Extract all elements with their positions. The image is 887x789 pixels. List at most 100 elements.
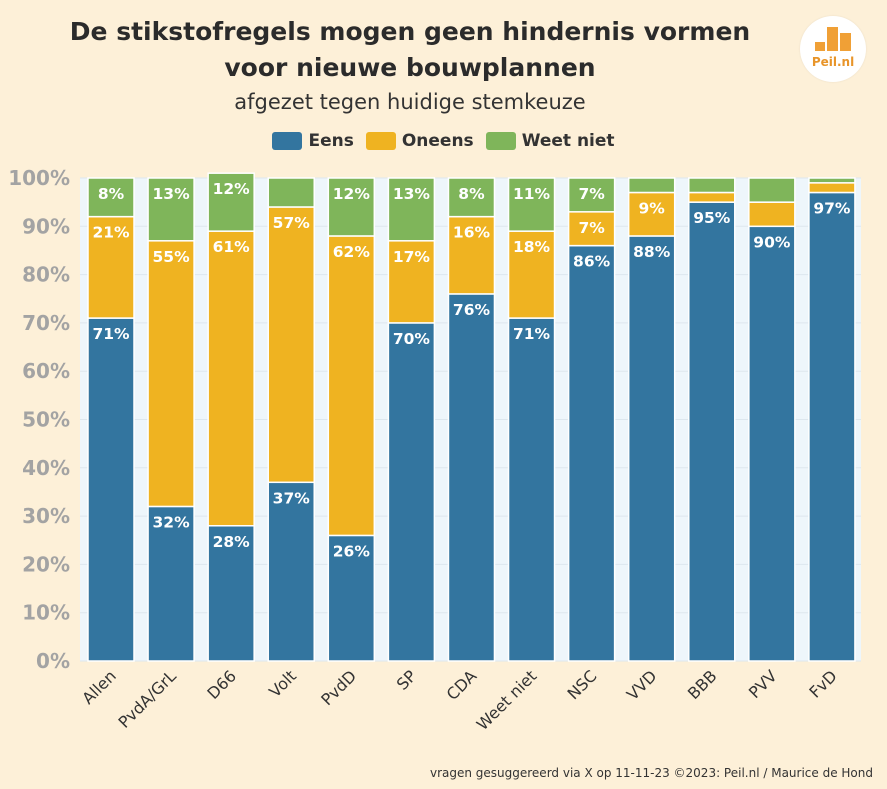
bar-segment	[748, 201, 796, 228]
bar-segment	[87, 215, 135, 319]
chart-subtitle: afgezet tegen huidige stemkeuze	[234, 90, 586, 114]
bar-segment	[447, 177, 496, 218]
bar-segment	[447, 215, 496, 295]
data-label: 37%	[273, 489, 311, 507]
data-label: 9%	[639, 199, 666, 217]
legend-label: Weet niet	[521, 131, 615, 151]
bar-segment	[808, 191, 856, 662]
legend-item: Eens	[272, 131, 354, 151]
y-tick-label: 100%	[8, 166, 70, 190]
y-tick-label: 10%	[22, 601, 70, 625]
data-label: 86%	[573, 253, 611, 271]
data-label: 32%	[153, 513, 191, 531]
data-label: 62%	[333, 243, 371, 261]
bar-segment	[327, 235, 376, 537]
bar-segment	[808, 177, 856, 184]
bar-segment	[507, 177, 556, 232]
logo-text: Peil.nl	[811, 55, 855, 69]
legend-swatch	[272, 132, 303, 150]
bar-segment	[688, 191, 736, 203]
data-label: 21%	[92, 224, 130, 242]
data-label: 61%	[213, 238, 251, 256]
bar-segment	[267, 481, 315, 662]
bar-segment	[87, 177, 135, 218]
bar-segment	[207, 230, 255, 527]
bar-segment	[507, 317, 556, 662]
bar-segment	[688, 177, 736, 194]
bar-segment	[387, 322, 436, 662]
data-label: 28%	[213, 533, 251, 551]
bar-segment	[748, 177, 796, 203]
bar-segment	[327, 534, 376, 662]
x-category-label: SP	[393, 666, 421, 694]
y-tick-label: 0%	[36, 649, 70, 673]
logo-bar-icon	[827, 27, 838, 51]
bar-segment	[387, 240, 436, 324]
data-label: 71%	[513, 325, 551, 343]
y-tick-label: 80%	[22, 263, 70, 287]
peil-logo: Peil.nl	[800, 16, 866, 82]
data-label: 7%	[578, 185, 605, 203]
data-label: 8%	[98, 185, 125, 203]
data-label: 11%	[513, 185, 551, 203]
x-category-label: PVV	[745, 666, 781, 702]
data-label: 7%	[578, 219, 605, 237]
chart-title: De stikstofregels mogen geen hindernis v…	[69, 17, 751, 82]
data-label: 12%	[333, 185, 371, 203]
legend: Eens Oneens Weet niet	[0, 131, 887, 151]
x-category-label: BBB	[684, 666, 721, 703]
legend-item: Weet niet	[485, 131, 615, 151]
data-label: 13%	[393, 185, 431, 203]
bar-segment	[207, 172, 255, 232]
x-category-label: FvD	[805, 666, 840, 701]
data-label: 16%	[453, 224, 491, 242]
x-category-label: D66	[203, 666, 240, 703]
legend-label: Oneens	[401, 131, 474, 151]
data-label: 57%	[273, 214, 311, 232]
legend-swatch	[485, 132, 516, 150]
data-label: 55%	[153, 248, 191, 266]
y-tick-label: 70%	[22, 311, 70, 335]
data-label: 26%	[333, 542, 371, 560]
y-tick-label: 40%	[22, 456, 70, 480]
y-tick-label: 60%	[22, 359, 70, 383]
bar-segment	[267, 206, 315, 484]
bar-segment	[688, 201, 736, 662]
data-label: 71%	[92, 325, 130, 343]
data-label: 90%	[753, 233, 791, 251]
x-category-label: Allen	[78, 666, 120, 708]
bar-segment	[147, 505, 195, 662]
data-label: 70%	[393, 330, 431, 348]
legend-label: Eens	[308, 131, 354, 151]
bar-segment	[147, 177, 195, 242]
data-label: 13%	[153, 185, 191, 203]
y-tick-label: 20%	[22, 552, 70, 576]
bar-segment	[748, 225, 796, 662]
x-category-label: Weet niet	[473, 666, 541, 734]
y-tick-label: 50%	[22, 408, 70, 432]
x-category-label: CDA	[443, 666, 481, 704]
bar-segment	[387, 177, 436, 242]
data-label: 17%	[393, 248, 431, 266]
data-label: 76%	[453, 301, 491, 319]
bar-segment	[567, 177, 616, 213]
data-label: 8%	[458, 185, 485, 203]
x-category-label: Volt	[265, 666, 300, 701]
bar-segment	[627, 235, 676, 662]
footer-credit: vragen gesuggereerd via X op 11-11-23 ©2…	[429, 766, 873, 780]
y-tick-label: 90%	[22, 214, 70, 238]
bar-segment	[87, 317, 135, 662]
x-category-label: VVD	[623, 666, 661, 704]
bar-segment	[567, 244, 616, 662]
data-label: 18%	[513, 238, 551, 256]
bar-segment	[267, 177, 315, 208]
bar-segment	[507, 230, 556, 319]
y-tick-label: 30%	[22, 504, 70, 528]
legend-swatch	[365, 132, 396, 150]
bar-segment	[627, 177, 676, 194]
bar-segment	[327, 177, 376, 237]
legend-item: Oneens	[365, 131, 474, 151]
bar-segment	[808, 182, 856, 194]
bar-segment	[207, 525, 255, 662]
